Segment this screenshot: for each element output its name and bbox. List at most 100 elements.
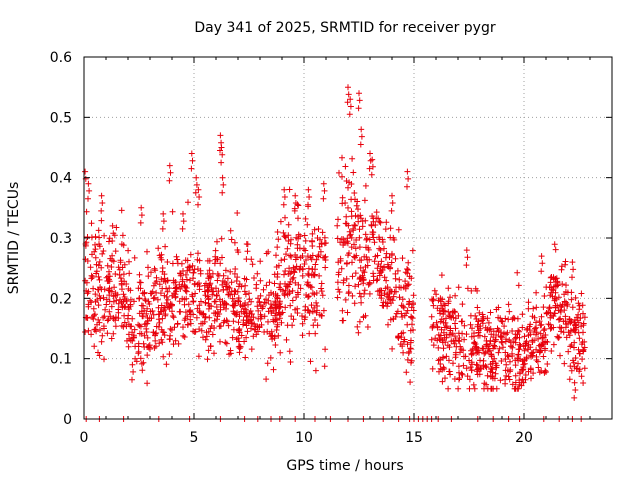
y-tick-label: 0.3 xyxy=(50,231,72,247)
data-point xyxy=(292,306,299,313)
data-point xyxy=(211,298,218,305)
data-point xyxy=(391,236,398,243)
data-point xyxy=(319,229,326,236)
data-point xyxy=(381,290,388,297)
data-point xyxy=(490,334,497,341)
data-point xyxy=(558,328,564,335)
data-point xyxy=(166,351,173,358)
data-point xyxy=(493,385,500,392)
data-point xyxy=(447,294,453,301)
data-point xyxy=(200,334,206,341)
data-point xyxy=(209,331,216,338)
data-point xyxy=(566,332,573,339)
data-point xyxy=(547,274,554,281)
data-point xyxy=(355,206,361,213)
data-point xyxy=(145,264,151,271)
data-point xyxy=(361,290,368,297)
data-point xyxy=(574,365,580,372)
data-point xyxy=(121,319,128,326)
data-point xyxy=(219,151,226,158)
data-point xyxy=(496,345,503,352)
data-point xyxy=(374,252,381,259)
data-point xyxy=(84,258,91,264)
data-point xyxy=(351,222,358,228)
data-point xyxy=(459,301,466,308)
data-point xyxy=(463,262,470,269)
data-point xyxy=(242,306,249,313)
data-point xyxy=(86,187,93,194)
data-point xyxy=(373,277,380,284)
data-point xyxy=(485,319,492,326)
data-point xyxy=(206,302,213,309)
data-point xyxy=(296,245,303,252)
data-point xyxy=(450,337,457,344)
data-point xyxy=(95,302,102,309)
data-point xyxy=(515,327,522,334)
data-point xyxy=(437,310,443,317)
data-point xyxy=(366,256,373,263)
data-point xyxy=(384,284,391,291)
data-point xyxy=(190,311,197,318)
data-point xyxy=(309,252,316,259)
data-point xyxy=(274,323,281,330)
data-point xyxy=(443,331,450,338)
data-point xyxy=(473,368,480,375)
data-point xyxy=(488,385,494,392)
data-point xyxy=(477,323,484,330)
data-point xyxy=(87,297,94,304)
data-point xyxy=(201,288,208,295)
data-point xyxy=(169,208,176,215)
data-point xyxy=(317,248,324,255)
data-point xyxy=(229,334,236,341)
data-point xyxy=(246,290,252,297)
data-point xyxy=(460,347,467,354)
data-point xyxy=(302,237,309,244)
data-point xyxy=(117,257,124,264)
data-point xyxy=(349,155,356,162)
data-point xyxy=(385,294,392,301)
data-point xyxy=(529,352,536,359)
data-point xyxy=(445,385,452,392)
data-point xyxy=(502,367,509,374)
data-point xyxy=(241,288,248,295)
data-point xyxy=(163,300,170,306)
data-point xyxy=(531,337,538,344)
data-point xyxy=(302,215,309,222)
data-point xyxy=(164,277,171,284)
data-point xyxy=(303,257,309,263)
data-point xyxy=(360,313,367,320)
data-point xyxy=(475,329,482,336)
data-point xyxy=(286,265,293,272)
data-point xyxy=(225,291,232,298)
data-point xyxy=(437,318,444,325)
data-point xyxy=(131,298,137,305)
data-point xyxy=(435,344,442,351)
data-point xyxy=(242,300,249,306)
data-point xyxy=(348,196,355,203)
data-point xyxy=(85,288,92,295)
data-point xyxy=(239,303,246,310)
data-point xyxy=(304,281,311,288)
data-point xyxy=(217,338,223,345)
data-point xyxy=(369,156,376,163)
data-point xyxy=(287,270,294,277)
data-point xyxy=(404,183,410,190)
data-point xyxy=(225,322,232,329)
data-point xyxy=(318,241,325,248)
data-point xyxy=(218,235,225,242)
data-point xyxy=(92,233,99,240)
data-point xyxy=(572,387,579,393)
data-point xyxy=(195,250,201,257)
data-point xyxy=(533,346,540,353)
data-point xyxy=(575,346,582,353)
data-point xyxy=(399,255,406,262)
data-point xyxy=(129,329,136,336)
data-point xyxy=(176,298,183,305)
data-point xyxy=(451,308,458,315)
data-point xyxy=(282,234,289,241)
data-point xyxy=(345,204,351,211)
data-point xyxy=(245,318,252,325)
data-point xyxy=(312,367,319,374)
data-point xyxy=(100,248,107,254)
